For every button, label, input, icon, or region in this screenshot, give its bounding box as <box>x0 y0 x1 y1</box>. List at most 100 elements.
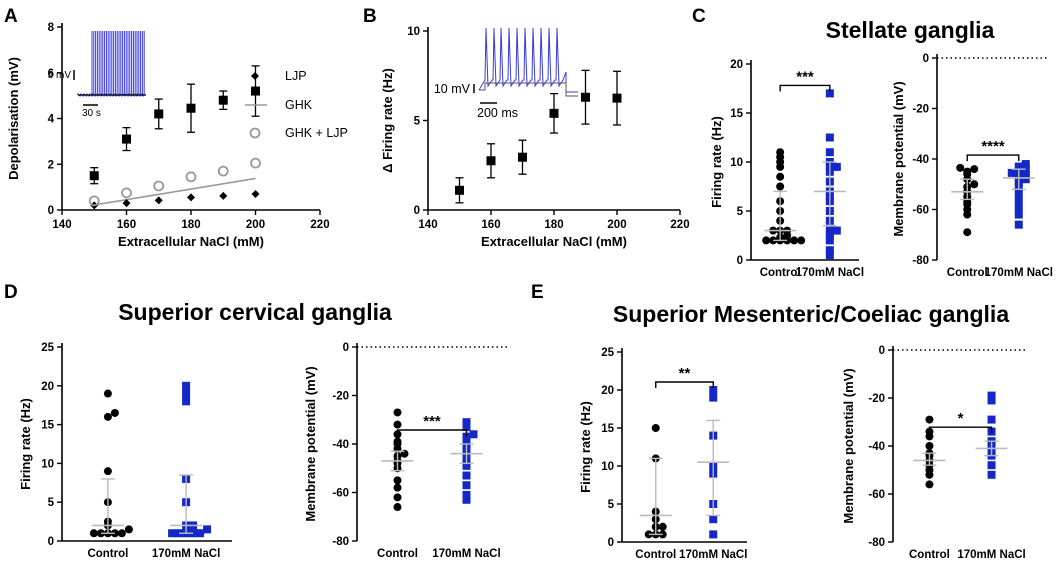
control-point <box>393 420 402 429</box>
nacl-point <box>1021 175 1030 184</box>
nacl-point <box>462 490 471 499</box>
control-point <box>103 389 112 398</box>
y-tick-label: 10 <box>407 26 420 38</box>
category-label: Control <box>635 549 676 561</box>
y-tick-label: 6 <box>48 68 54 80</box>
y-tick-label: -20 <box>868 393 885 405</box>
y-axis-label: Δ Firing rate (Hz) <box>380 68 395 173</box>
control-point <box>970 165 979 174</box>
legend-ghk-label: GHK <box>285 98 313 112</box>
control-point <box>970 180 979 189</box>
control-point <box>963 228 972 237</box>
chart-c-membrane: 0 -20 -40 -60 -80 Membrane potential (mV) Cont… <box>891 53 1053 279</box>
control-point <box>925 442 934 450</box>
chart-a: 0 2 4 6 8 Depolarisation (mV) 140 160 180 200 220 E… <box>6 22 348 249</box>
title-superior-mesenteric: Superior Mesenteric/Coeliac ganglia <box>613 301 1009 327</box>
control-point <box>393 476 402 485</box>
nacl-point <box>825 246 834 255</box>
inset-trace-nacl <box>478 27 578 93</box>
ljp-point <box>122 199 131 208</box>
mean-point <box>612 93 622 103</box>
chart-e-firing: 0 5 10 15 20 25 Firing rate (Hz) Control 170mM N… <box>578 347 747 561</box>
x-axis-label: Extracellular NaCl (mM) <box>118 234 264 249</box>
nacl-point <box>462 423 471 432</box>
nacl-point <box>182 397 191 406</box>
y-tick-label: 0 <box>923 53 929 65</box>
ljp-point <box>187 193 195 202</box>
ghk-ljp-point <box>153 180 165 192</box>
y-axis-label: Membrane potential (mV) <box>841 368 856 523</box>
inset-scale-t-label: 30 s <box>82 108 101 119</box>
nacl-point <box>1014 220 1023 229</box>
nacl-point <box>182 389 191 398</box>
y-tick-label: 0 <box>608 537 614 549</box>
category-label: Control <box>377 548 418 560</box>
ljp-point <box>219 191 228 200</box>
nacl-point <box>1014 162 1023 171</box>
control-point <box>393 437 402 446</box>
x-tick-label: 200 <box>246 219 265 231</box>
nacl-point <box>182 381 191 390</box>
significance-bracket <box>655 381 714 388</box>
category-label: 170mM NaCl <box>432 548 500 560</box>
y-tick-label: 25 <box>601 347 614 359</box>
control-point <box>762 236 771 245</box>
ghk-ljp-point <box>88 195 100 207</box>
mean-point <box>549 108 559 118</box>
legend-ljp-marker <box>251 72 259 80</box>
y-tick-label: -60 <box>332 488 349 500</box>
y-tick-label: -60 <box>868 489 885 501</box>
nacl-point <box>825 133 834 142</box>
y-tick-label: 20 <box>730 59 743 71</box>
mean-point <box>518 152 527 162</box>
mean-point <box>122 134 131 144</box>
control-point <box>776 182 785 191</box>
control-point <box>103 467 112 476</box>
y-tick-label: 20 <box>41 381 54 393</box>
panel-label-d: D <box>4 282 18 303</box>
control-point <box>925 415 934 424</box>
title-superior-cervical: Superior cervical ganglia <box>118 299 392 325</box>
ghk-ljp-point <box>185 171 197 183</box>
inset-scale-v-label: 10 mV <box>434 82 471 96</box>
panel-label-a: A <box>4 6 18 27</box>
nacl-point <box>1021 170 1030 179</box>
control-point <box>117 529 126 538</box>
nacl-point <box>825 231 834 240</box>
control-point <box>956 163 965 172</box>
nacl-point <box>469 430 478 439</box>
nacl-point <box>168 529 177 538</box>
y-tick-label: -20 <box>912 104 929 116</box>
control-point <box>776 172 785 181</box>
nacl-point <box>462 418 471 427</box>
category-label: Control <box>909 549 950 561</box>
mean-point <box>186 103 196 113</box>
category-label: Control <box>947 267 988 279</box>
panel-label-e: E <box>531 282 544 303</box>
nacl-point <box>987 461 996 470</box>
control-point <box>790 236 799 245</box>
control-point <box>393 493 402 502</box>
significance-label: ** <box>679 365 691 382</box>
y-tick-label: 0 <box>48 205 54 217</box>
mean-point <box>89 171 99 181</box>
nacl-point <box>825 226 834 235</box>
y-axis-label: Firing rate (Hz) <box>578 401 593 493</box>
x-tick-label: 140 <box>418 219 437 231</box>
ghk-ljp-point <box>217 165 229 177</box>
nacl-point <box>987 396 996 405</box>
y-tick-label: 0 <box>879 345 885 357</box>
y-axis-label: Firing rate (Hz) <box>709 116 724 208</box>
y-tick-label: 10 <box>730 157 743 169</box>
nacl-point <box>1014 202 1023 211</box>
y-tick-label: 10 <box>41 458 54 470</box>
nacl-point <box>987 391 996 400</box>
significance-label: *** <box>423 413 441 430</box>
control-point <box>89 529 98 538</box>
nacl-point <box>825 148 834 157</box>
legend-ghk-ljp-marker <box>249 127 261 139</box>
y-tick-label: 10 <box>601 461 614 473</box>
x-tick-label: 180 <box>181 219 200 231</box>
x-tick-label: 220 <box>310 219 329 231</box>
